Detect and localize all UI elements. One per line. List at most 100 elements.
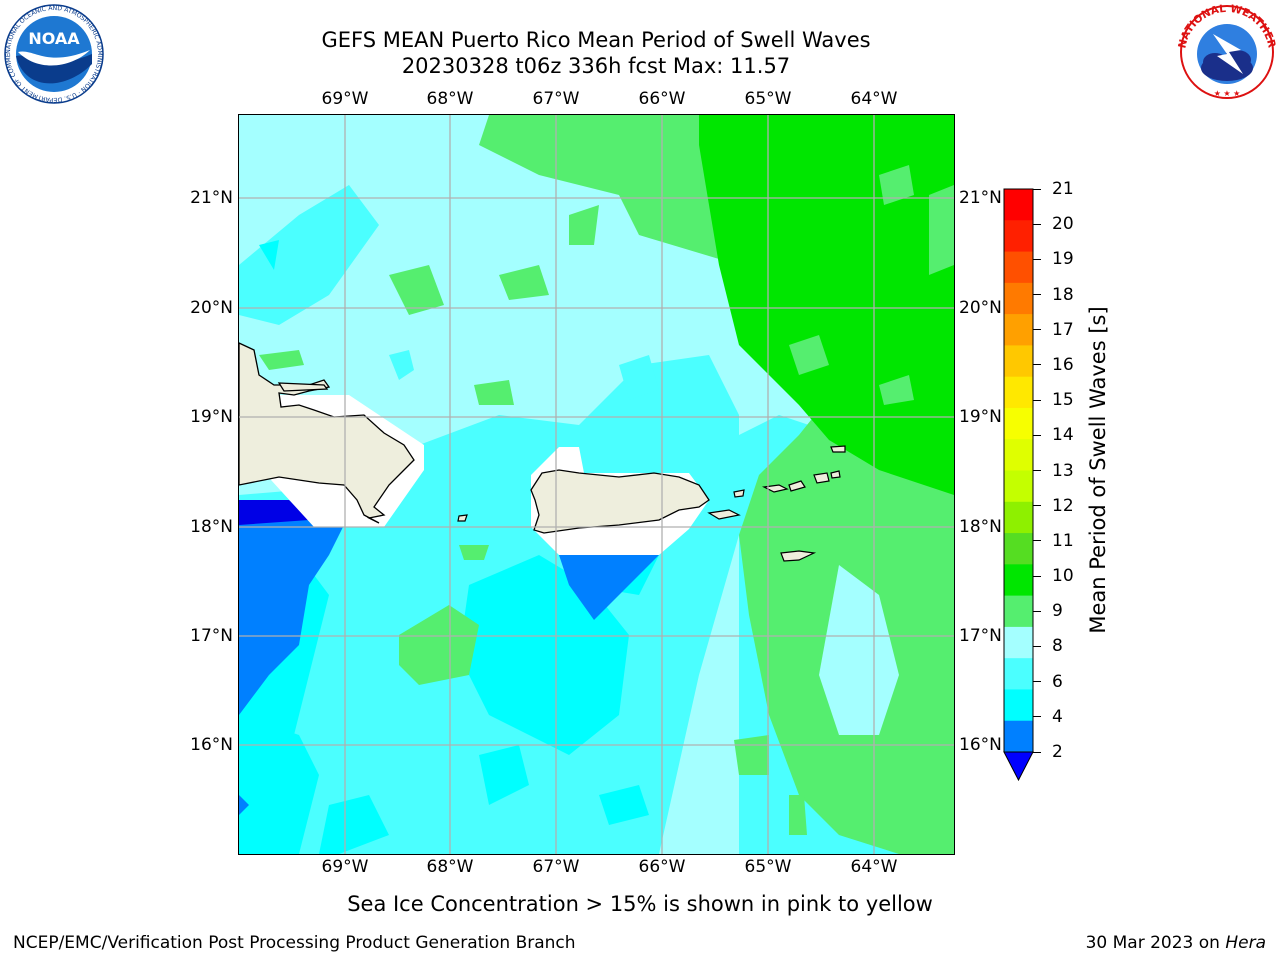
map-panel (239, 115, 954, 854)
colorbar-band (1004, 501, 1033, 534)
contour-9-10 (734, 735, 769, 775)
contour-4-6 (479, 745, 529, 805)
contour-6-8 (389, 350, 414, 380)
colorbar-tick-mark (1033, 716, 1041, 718)
svg-text:NOAA: NOAA (28, 29, 80, 48)
lon-label-top: 67°W (532, 89, 580, 109)
contour-10-11 (929, 185, 954, 275)
lon-label-bottom: 69°W (321, 857, 369, 877)
lat-label-left: 16°N (190, 735, 233, 755)
colorbar-band (1004, 189, 1033, 221)
colorbar (1003, 188, 1034, 782)
contour-4-6 (319, 795, 389, 854)
lat-label-right: 20°N (959, 298, 1002, 318)
contour-9-10 (259, 350, 304, 370)
contour-10-11 (879, 375, 914, 405)
contour-6-8 (239, 185, 379, 325)
colorbar-label: Mean Period of Swell Waves [s] (1086, 306, 1110, 634)
colorbar-tick-label: 20 (1052, 214, 1074, 235)
colorbar-tick-label: 11 (1052, 530, 1074, 551)
contour-10-11 (879, 165, 914, 205)
lat-label-left: 17°N (190, 626, 233, 646)
colorbar-tick-mark (1033, 364, 1041, 366)
lon-label-top: 69°W (321, 89, 369, 109)
nws-logo: NATIONAL WEATHER SERVICE ★ ★ ★ (1177, 4, 1277, 99)
lat-label-right: 19°N (959, 407, 1002, 427)
footer-credit: NCEP/EMC/Verification Post Processing Pr… (13, 933, 576, 953)
contour-9-10 (389, 265, 444, 315)
colorbar-tick-mark (1033, 645, 1041, 647)
contour-4-6 (599, 785, 649, 825)
contour-2-4 (239, 795, 249, 815)
colorbar-tick-mark (1033, 399, 1041, 401)
sea-ice-note: Sea Ice Concentration > 15% is shown in … (0, 892, 1280, 916)
colorbar-tick-label: 6 (1052, 671, 1063, 692)
lat-label-left: 18°N (190, 517, 233, 537)
map-title: GEFS MEAN Puerto Rico Mean Period of Swe… (321, 28, 871, 52)
colorbar-band (1004, 345, 1033, 378)
contour-9-10 (459, 545, 489, 560)
colorbar-band (1004, 470, 1033, 503)
svg-text:★ ★ ★: ★ ★ ★ (1214, 89, 1241, 98)
colorbar-band (1004, 220, 1033, 253)
colorbar-tick-label: 16 (1052, 354, 1074, 375)
land-anegada (830, 445, 846, 453)
contour-9-10 (569, 205, 599, 245)
colorbar-tick-label: 9 (1052, 601, 1063, 622)
contour-4-6 (259, 240, 279, 270)
contour-2-4 (239, 500, 344, 715)
contour-2-4 (559, 555, 659, 620)
colorbar-tick-mark (1033, 751, 1041, 753)
colorbar-tick-label: 8 (1052, 636, 1063, 657)
land-culebra (733, 489, 745, 498)
colorbar-band (1004, 314, 1033, 346)
lat-label-left: 21°N (190, 188, 233, 208)
colorbar-tick-label: 17 (1052, 319, 1074, 340)
land-vieques (707, 509, 741, 520)
colorbar-band (1004, 720, 1033, 753)
colorbar-tick-mark (1033, 470, 1041, 471)
colorbar-tick-label: 2 (1052, 742, 1063, 762)
lon-label-top: 65°W (744, 89, 792, 109)
lon-label-top: 66°W (638, 89, 686, 109)
land-mona (457, 514, 468, 522)
colorbar-tick-mark (1033, 575, 1041, 577)
footer-host: Hera (1225, 933, 1266, 953)
colorbar-band (1004, 595, 1033, 628)
lat-label-right: 16°N (959, 735, 1002, 755)
lat-label-right: 21°N (959, 188, 1002, 208)
sea-ice-note-text: Sea Ice Concentration > 15% is shown in … (347, 892, 933, 916)
colorbar-band (1004, 376, 1033, 409)
colorbar-tick-label: 10 (1052, 566, 1074, 587)
colorbar-tick-label: 14 (1052, 425, 1074, 446)
colorbar-band (1004, 626, 1033, 659)
colorbar-band (1004, 564, 1033, 597)
lat-label-left: 20°N (190, 298, 233, 318)
lon-label-bottom: 67°W (532, 857, 580, 877)
footer-date: 30 Mar 2023 on Hera (1086, 933, 1266, 953)
contour-10-11 (789, 335, 829, 375)
colorbar-tick-mark (1033, 505, 1041, 507)
map-subtitle: 20230328 t06z 336h fcst Max: 11.57 (401, 54, 791, 78)
contour-lt2 (239, 500, 309, 525)
colorbar-band (1004, 251, 1033, 284)
lon-label-top: 64°W (850, 89, 898, 109)
land-islet (277, 382, 329, 392)
contour-4-6 (239, 715, 319, 854)
colorbar-tick-label: 21 (1052, 179, 1074, 199)
contour-9-10 (399, 605, 479, 685)
colorbar-tick-mark (1033, 681, 1041, 683)
contour-9-10 (819, 565, 899, 735)
colorbar-tick-mark (1033, 258, 1041, 260)
land-virgin-islands (761, 470, 841, 493)
colorbar-band (1004, 282, 1033, 315)
contour-9-10 (474, 380, 514, 405)
graticule (239, 115, 954, 854)
colorbar-tick-mark (1033, 223, 1041, 225)
colorbar-band (1004, 658, 1033, 690)
colorbar-band (1004, 689, 1033, 722)
lon-label-bottom: 68°W (426, 857, 474, 877)
colorbar-tick-label: 13 (1052, 460, 1074, 481)
colorbar-band (1004, 407, 1033, 440)
colorbar-tick-mark (1033, 188, 1041, 190)
